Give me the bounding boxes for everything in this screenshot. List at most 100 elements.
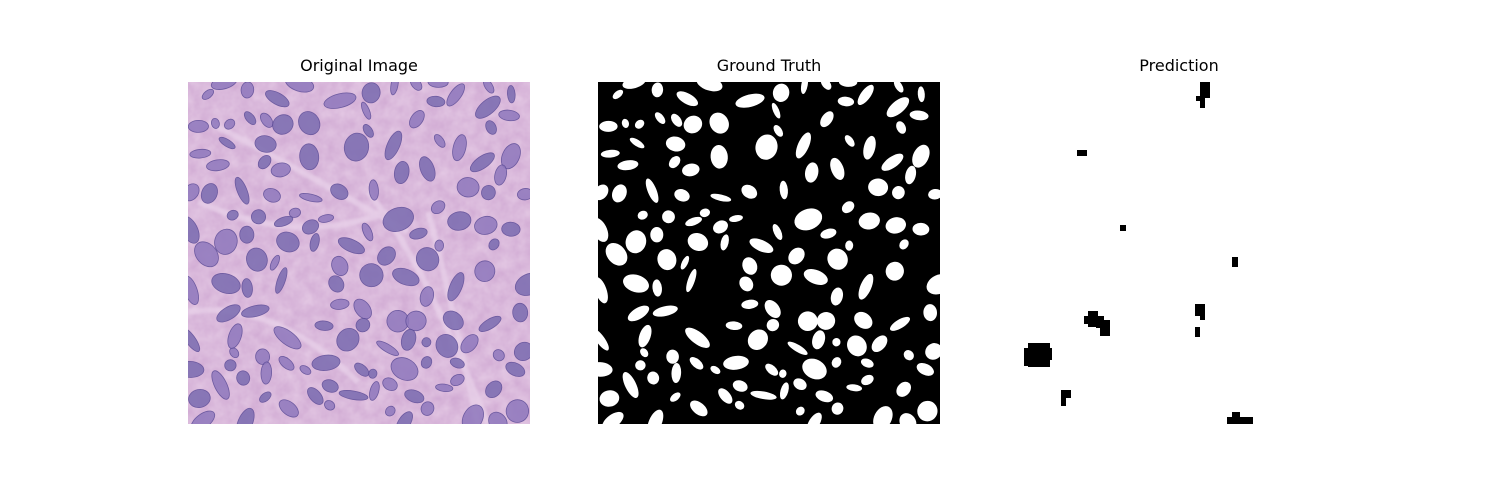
nucleus-mask-region xyxy=(670,113,683,127)
nucleus-mask-region xyxy=(857,84,874,106)
nucleus-mask-region xyxy=(690,400,708,417)
nucleus-mask-region xyxy=(612,89,624,100)
histology-tissue-image xyxy=(188,82,530,424)
cell-nucleus xyxy=(433,134,446,148)
nucleus-mask-region xyxy=(830,287,844,306)
cell-nucleus xyxy=(194,241,219,268)
cell-nucleus xyxy=(259,391,272,403)
cell-nucleus xyxy=(409,82,423,91)
cell-nucleus xyxy=(318,214,334,223)
cell-nucleus xyxy=(273,215,294,228)
cell-nucleus xyxy=(361,82,381,104)
nucleus-mask-region xyxy=(652,279,662,297)
nucleus-mask-region xyxy=(827,248,848,270)
cell-nucleus xyxy=(211,370,230,400)
cell-nucleus xyxy=(275,267,288,294)
cell-nucleus xyxy=(390,357,419,381)
cell-nucleus xyxy=(254,135,277,153)
cell-nucleus xyxy=(393,160,410,185)
nucleus-mask-region xyxy=(885,261,904,281)
cell-nucleus xyxy=(189,148,212,159)
nucleus-mask-region xyxy=(860,358,874,368)
cell-nucleus xyxy=(498,109,520,122)
cell-nucleus xyxy=(353,298,372,320)
cell-nucleus xyxy=(421,337,432,348)
cell-nucleus xyxy=(435,383,454,393)
cell-nucleus xyxy=(331,255,349,277)
nucleus-mask-region xyxy=(742,257,758,275)
cell-nucleus xyxy=(250,209,266,225)
cell-nucleus xyxy=(355,317,371,333)
cell-nucleus xyxy=(241,278,253,298)
nucleus-mask-region xyxy=(903,350,914,361)
cell-nucleus xyxy=(384,130,403,161)
nucleus-mask-region xyxy=(710,365,721,375)
cell-nucleus xyxy=(298,111,321,136)
cell-nucleus xyxy=(278,399,299,418)
nucleus-mask-region xyxy=(686,268,697,293)
cell-nucleus xyxy=(409,227,428,240)
cell-nucleus xyxy=(239,225,255,244)
cell-nucleus xyxy=(311,354,341,371)
cell-nucleus xyxy=(272,114,294,135)
nucleus-mask-region xyxy=(666,349,679,364)
nucleus-mask-region xyxy=(602,411,624,424)
nucleus-mask-region xyxy=(909,110,929,121)
nucleus-mask-region xyxy=(779,369,787,378)
nucleus-mask-region xyxy=(858,212,880,230)
cell-nucleus xyxy=(427,82,449,88)
cell-nucleus xyxy=(513,341,530,361)
nucleus-mask-region xyxy=(657,249,677,271)
cell-nucleus xyxy=(336,327,360,352)
nucleus-mask-region xyxy=(858,273,874,300)
nucleus-mask-region xyxy=(764,300,781,318)
nucleus-mask-region xyxy=(670,392,681,402)
cell-nucleus xyxy=(390,82,399,96)
nucleus-mask-region xyxy=(662,210,675,224)
nucleus-mask-region xyxy=(771,102,781,119)
nucleus-mask-region xyxy=(680,255,690,270)
nucleus-mask-region xyxy=(905,165,917,185)
nucleus-mask-region xyxy=(845,240,854,251)
cell-nucleus xyxy=(257,155,272,170)
nucleus-mask-region xyxy=(812,330,826,350)
cell-nucleus xyxy=(188,327,201,352)
nucleus-mask-region xyxy=(802,358,827,380)
nucleus-mask-region xyxy=(925,343,940,360)
nucleus-mask-region xyxy=(815,390,834,403)
nucleus-mask-region xyxy=(820,82,832,90)
prediction-mask xyxy=(1008,82,1350,424)
nucleus-mask-region xyxy=(598,328,609,351)
nucleus-mask-region xyxy=(750,390,777,400)
nucleus-mask-region xyxy=(647,371,660,385)
cell-nucleus xyxy=(338,390,369,401)
cell-nucleus xyxy=(447,272,465,302)
nucleus-mask-region xyxy=(838,82,858,87)
cell-nucleus xyxy=(395,411,413,424)
cell-nucleus xyxy=(368,179,379,201)
nucleus-mask-region xyxy=(654,112,666,124)
nucleus-mask-region xyxy=(625,230,647,254)
cell-nucleus xyxy=(469,152,495,173)
nucleus-mask-region xyxy=(886,97,910,118)
cell-nucleus xyxy=(507,85,516,104)
nucleus-mask-region xyxy=(773,125,784,137)
cell-nucleus xyxy=(415,247,440,272)
nucleus-mask-region xyxy=(622,372,639,398)
nucleus-mask-region xyxy=(831,402,844,415)
cell-nucleus xyxy=(343,132,370,162)
cell-nucleus xyxy=(385,405,396,417)
nucleus-mask-region xyxy=(795,132,811,159)
cell-nucleus xyxy=(400,328,417,351)
cell-nucleus xyxy=(224,359,237,372)
ground-truth-title: Ground Truth xyxy=(716,56,822,75)
cell-nucleus xyxy=(273,326,302,350)
cell-nucleus xyxy=(200,183,218,204)
nucleus-mask-region xyxy=(804,162,819,183)
cell-nucleus xyxy=(188,389,211,408)
cell-nucleus xyxy=(288,207,301,218)
cell-nucleus xyxy=(376,340,399,356)
nucleus-mask-region xyxy=(741,184,758,199)
cell-nucleus xyxy=(485,120,497,135)
